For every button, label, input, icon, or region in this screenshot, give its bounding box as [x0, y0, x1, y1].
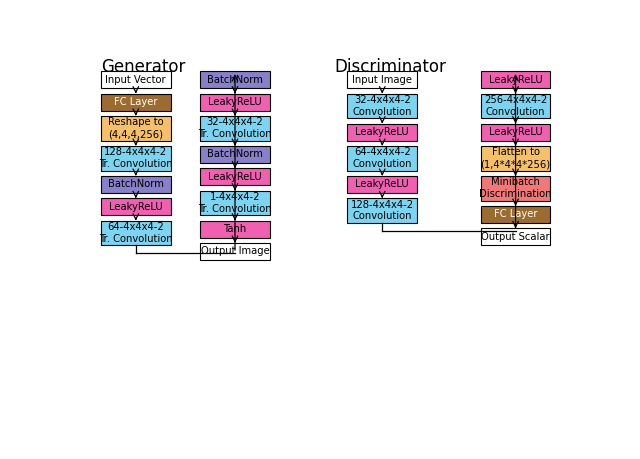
- Text: 128-4x4x4-2
Tr. Convolution: 128-4x4x4-2 Tr. Convolution: [99, 147, 173, 169]
- FancyBboxPatch shape: [101, 94, 171, 111]
- FancyBboxPatch shape: [348, 176, 417, 193]
- FancyBboxPatch shape: [101, 146, 171, 171]
- FancyBboxPatch shape: [200, 116, 270, 140]
- FancyBboxPatch shape: [200, 168, 270, 185]
- Text: LeakyReLU: LeakyReLU: [355, 127, 409, 137]
- Text: LeakyReLU: LeakyReLU: [355, 179, 409, 190]
- FancyBboxPatch shape: [200, 243, 270, 260]
- Text: Output Image: Output Image: [200, 246, 269, 257]
- FancyBboxPatch shape: [481, 123, 550, 140]
- FancyBboxPatch shape: [348, 146, 417, 171]
- Text: BatchNorm: BatchNorm: [108, 179, 164, 190]
- Text: LeakyReLU: LeakyReLU: [489, 127, 543, 137]
- Text: FC Layer: FC Layer: [114, 97, 157, 107]
- FancyBboxPatch shape: [481, 71, 550, 88]
- Text: Input Image: Input Image: [352, 75, 412, 85]
- Text: LeakyReLU: LeakyReLU: [208, 97, 262, 107]
- Text: 1-4x4x4-2
Tr. Convolution: 1-4x4x4-2 Tr. Convolution: [198, 192, 272, 214]
- Text: 128-4x4x4-2
Convolution: 128-4x4x4-2 Convolution: [351, 200, 414, 221]
- Text: BatchNorm: BatchNorm: [207, 150, 263, 159]
- FancyBboxPatch shape: [200, 94, 270, 111]
- FancyBboxPatch shape: [101, 116, 171, 140]
- Text: LeakyReLU: LeakyReLU: [109, 202, 163, 212]
- Text: 64-4x4x4-2
Tr. Convolution: 64-4x4x4-2 Tr. Convolution: [99, 222, 173, 244]
- FancyBboxPatch shape: [200, 146, 270, 163]
- Text: 32-4x4x4-2
Convolution: 32-4x4x4-2 Convolution: [353, 95, 412, 117]
- Text: Reshape to
(4,4,4,256): Reshape to (4,4,4,256): [108, 118, 164, 139]
- FancyBboxPatch shape: [200, 190, 270, 215]
- Text: Input Vector: Input Vector: [106, 75, 166, 85]
- FancyBboxPatch shape: [101, 198, 171, 215]
- Text: FC Layer: FC Layer: [494, 209, 538, 219]
- Text: LeakyReLU: LeakyReLU: [489, 75, 543, 85]
- FancyBboxPatch shape: [348, 123, 417, 140]
- Text: Flatten to
(1,4*4*4*256): Flatten to (1,4*4*4*256): [481, 147, 550, 169]
- Text: Output Scalar: Output Scalar: [481, 232, 550, 242]
- FancyBboxPatch shape: [200, 221, 270, 238]
- FancyBboxPatch shape: [481, 94, 550, 118]
- Text: 256-4x4x4-2
Convolution: 256-4x4x4-2 Convolution: [484, 95, 547, 117]
- FancyBboxPatch shape: [348, 71, 417, 88]
- FancyBboxPatch shape: [348, 198, 417, 223]
- Text: Generator: Generator: [101, 58, 186, 76]
- Text: Minibatch
Discrimination: Minibatch Discrimination: [479, 178, 552, 199]
- Text: LeakyReLU: LeakyReLU: [208, 172, 262, 182]
- FancyBboxPatch shape: [101, 71, 171, 88]
- FancyBboxPatch shape: [348, 94, 417, 118]
- Text: 64-4x4x4-2
Convolution: 64-4x4x4-2 Convolution: [353, 147, 412, 169]
- FancyBboxPatch shape: [101, 176, 171, 193]
- FancyBboxPatch shape: [101, 221, 171, 245]
- FancyBboxPatch shape: [481, 206, 550, 223]
- Text: Tanh: Tanh: [223, 224, 246, 234]
- FancyBboxPatch shape: [481, 176, 550, 201]
- FancyBboxPatch shape: [200, 71, 270, 88]
- FancyBboxPatch shape: [481, 228, 550, 245]
- Text: 32-4x4x4-2
Tr. Convolution: 32-4x4x4-2 Tr. Convolution: [198, 118, 272, 139]
- FancyBboxPatch shape: [481, 146, 550, 171]
- Text: BatchNorm: BatchNorm: [207, 75, 263, 85]
- Text: Discriminator: Discriminator: [334, 58, 446, 76]
